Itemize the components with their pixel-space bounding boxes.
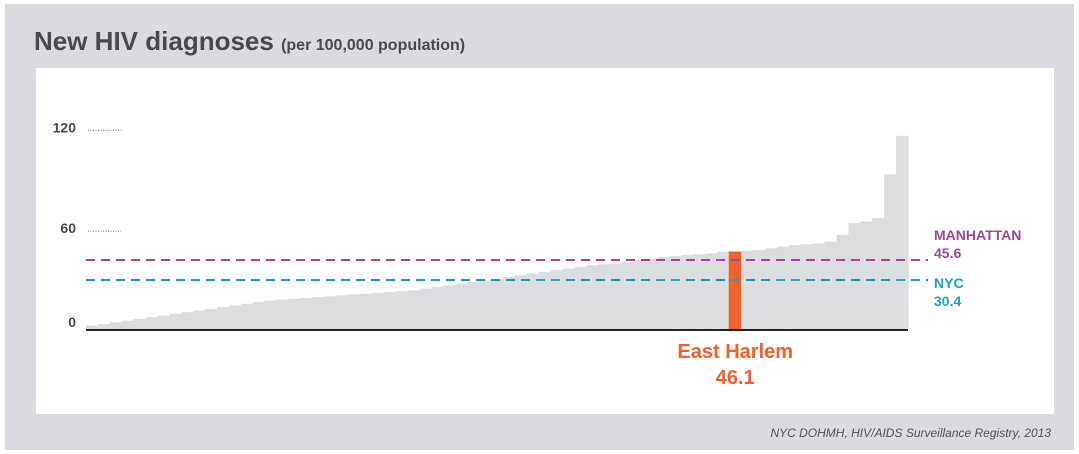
bar bbox=[276, 299, 290, 329]
chart-subtitle: (per 100,000 population) bbox=[281, 37, 466, 54]
highlight-bar bbox=[728, 251, 742, 329]
bar bbox=[800, 244, 814, 329]
bar bbox=[622, 261, 635, 329]
bar bbox=[431, 287, 444, 329]
bar bbox=[181, 312, 194, 329]
bar bbox=[657, 256, 671, 329]
reference-label-name: MANHATTAN bbox=[934, 227, 1021, 243]
bar bbox=[312, 297, 325, 329]
bar bbox=[479, 280, 492, 329]
bar bbox=[157, 315, 170, 329]
bar bbox=[586, 265, 599, 329]
bar bbox=[264, 300, 278, 329]
bar bbox=[193, 310, 206, 329]
bar bbox=[741, 250, 754, 329]
bar bbox=[717, 251, 730, 329]
highlight-label-value: 46.1 bbox=[716, 367, 755, 389]
bar bbox=[455, 283, 468, 329]
bar bbox=[336, 295, 349, 329]
bar bbox=[324, 296, 337, 329]
bar bbox=[776, 246, 790, 329]
title-text: New HIV diagnoses bbox=[34, 26, 274, 56]
bar bbox=[872, 218, 885, 329]
bar bbox=[360, 293, 373, 329]
bar bbox=[205, 308, 218, 329]
bar bbox=[848, 223, 861, 329]
bar bbox=[383, 292, 397, 329]
bar bbox=[836, 234, 850, 329]
bar bbox=[109, 322, 123, 329]
bar bbox=[693, 254, 707, 329]
bar bbox=[562, 268, 576, 329]
reference-label-name: NYC bbox=[934, 275, 964, 291]
source-note: NYC DOHMH, HIV/AIDS Surveillance Registr… bbox=[770, 426, 1051, 440]
bar bbox=[705, 253, 718, 329]
bar bbox=[824, 241, 838, 329]
bar bbox=[491, 278, 504, 329]
chart-title: New HIV diagnoses (per 100,000 populatio… bbox=[34, 26, 465, 57]
bar bbox=[550, 270, 564, 329]
bar bbox=[538, 271, 552, 329]
bar bbox=[371, 292, 385, 329]
bar bbox=[610, 263, 623, 329]
reference-label-value: 30.4 bbox=[934, 293, 961, 309]
bar bbox=[228, 305, 242, 329]
bar bbox=[121, 320, 135, 329]
y-tick-label: 0 bbox=[68, 314, 76, 330]
bar bbox=[407, 290, 421, 329]
bar bbox=[169, 313, 182, 329]
bar bbox=[598, 264, 611, 329]
bar bbox=[419, 288, 433, 329]
bar bbox=[395, 291, 409, 329]
bar bbox=[502, 276, 516, 329]
bar bbox=[634, 260, 647, 329]
bar bbox=[348, 294, 361, 329]
y-tick-label: 120 bbox=[53, 119, 77, 135]
bar bbox=[145, 317, 159, 329]
bar bbox=[288, 298, 302, 329]
bar bbox=[812, 243, 826, 329]
bar bbox=[788, 245, 802, 329]
bar bbox=[133, 318, 147, 329]
bar bbox=[443, 285, 456, 329]
bar bbox=[884, 174, 897, 329]
bar bbox=[645, 258, 659, 329]
bar bbox=[86, 325, 99, 329]
bar bbox=[252, 302, 266, 329]
bar bbox=[574, 266, 587, 329]
bar bbox=[217, 307, 230, 329]
bar bbox=[753, 250, 766, 329]
bar bbox=[240, 303, 254, 329]
bar bbox=[526, 273, 540, 329]
bar bbox=[467, 281, 480, 329]
bar bbox=[860, 221, 873, 329]
bar bbox=[765, 248, 778, 329]
y-tick-label: 60 bbox=[60, 220, 76, 236]
bar bbox=[896, 135, 909, 329]
bar bbox=[97, 323, 111, 329]
bar bbox=[681, 255, 695, 329]
highlight-label-name: East Harlem bbox=[677, 341, 793, 363]
reference-label-value: 45.6 bbox=[934, 245, 961, 261]
bar bbox=[514, 275, 528, 329]
bar bbox=[300, 297, 313, 329]
bar bbox=[669, 255, 683, 329]
